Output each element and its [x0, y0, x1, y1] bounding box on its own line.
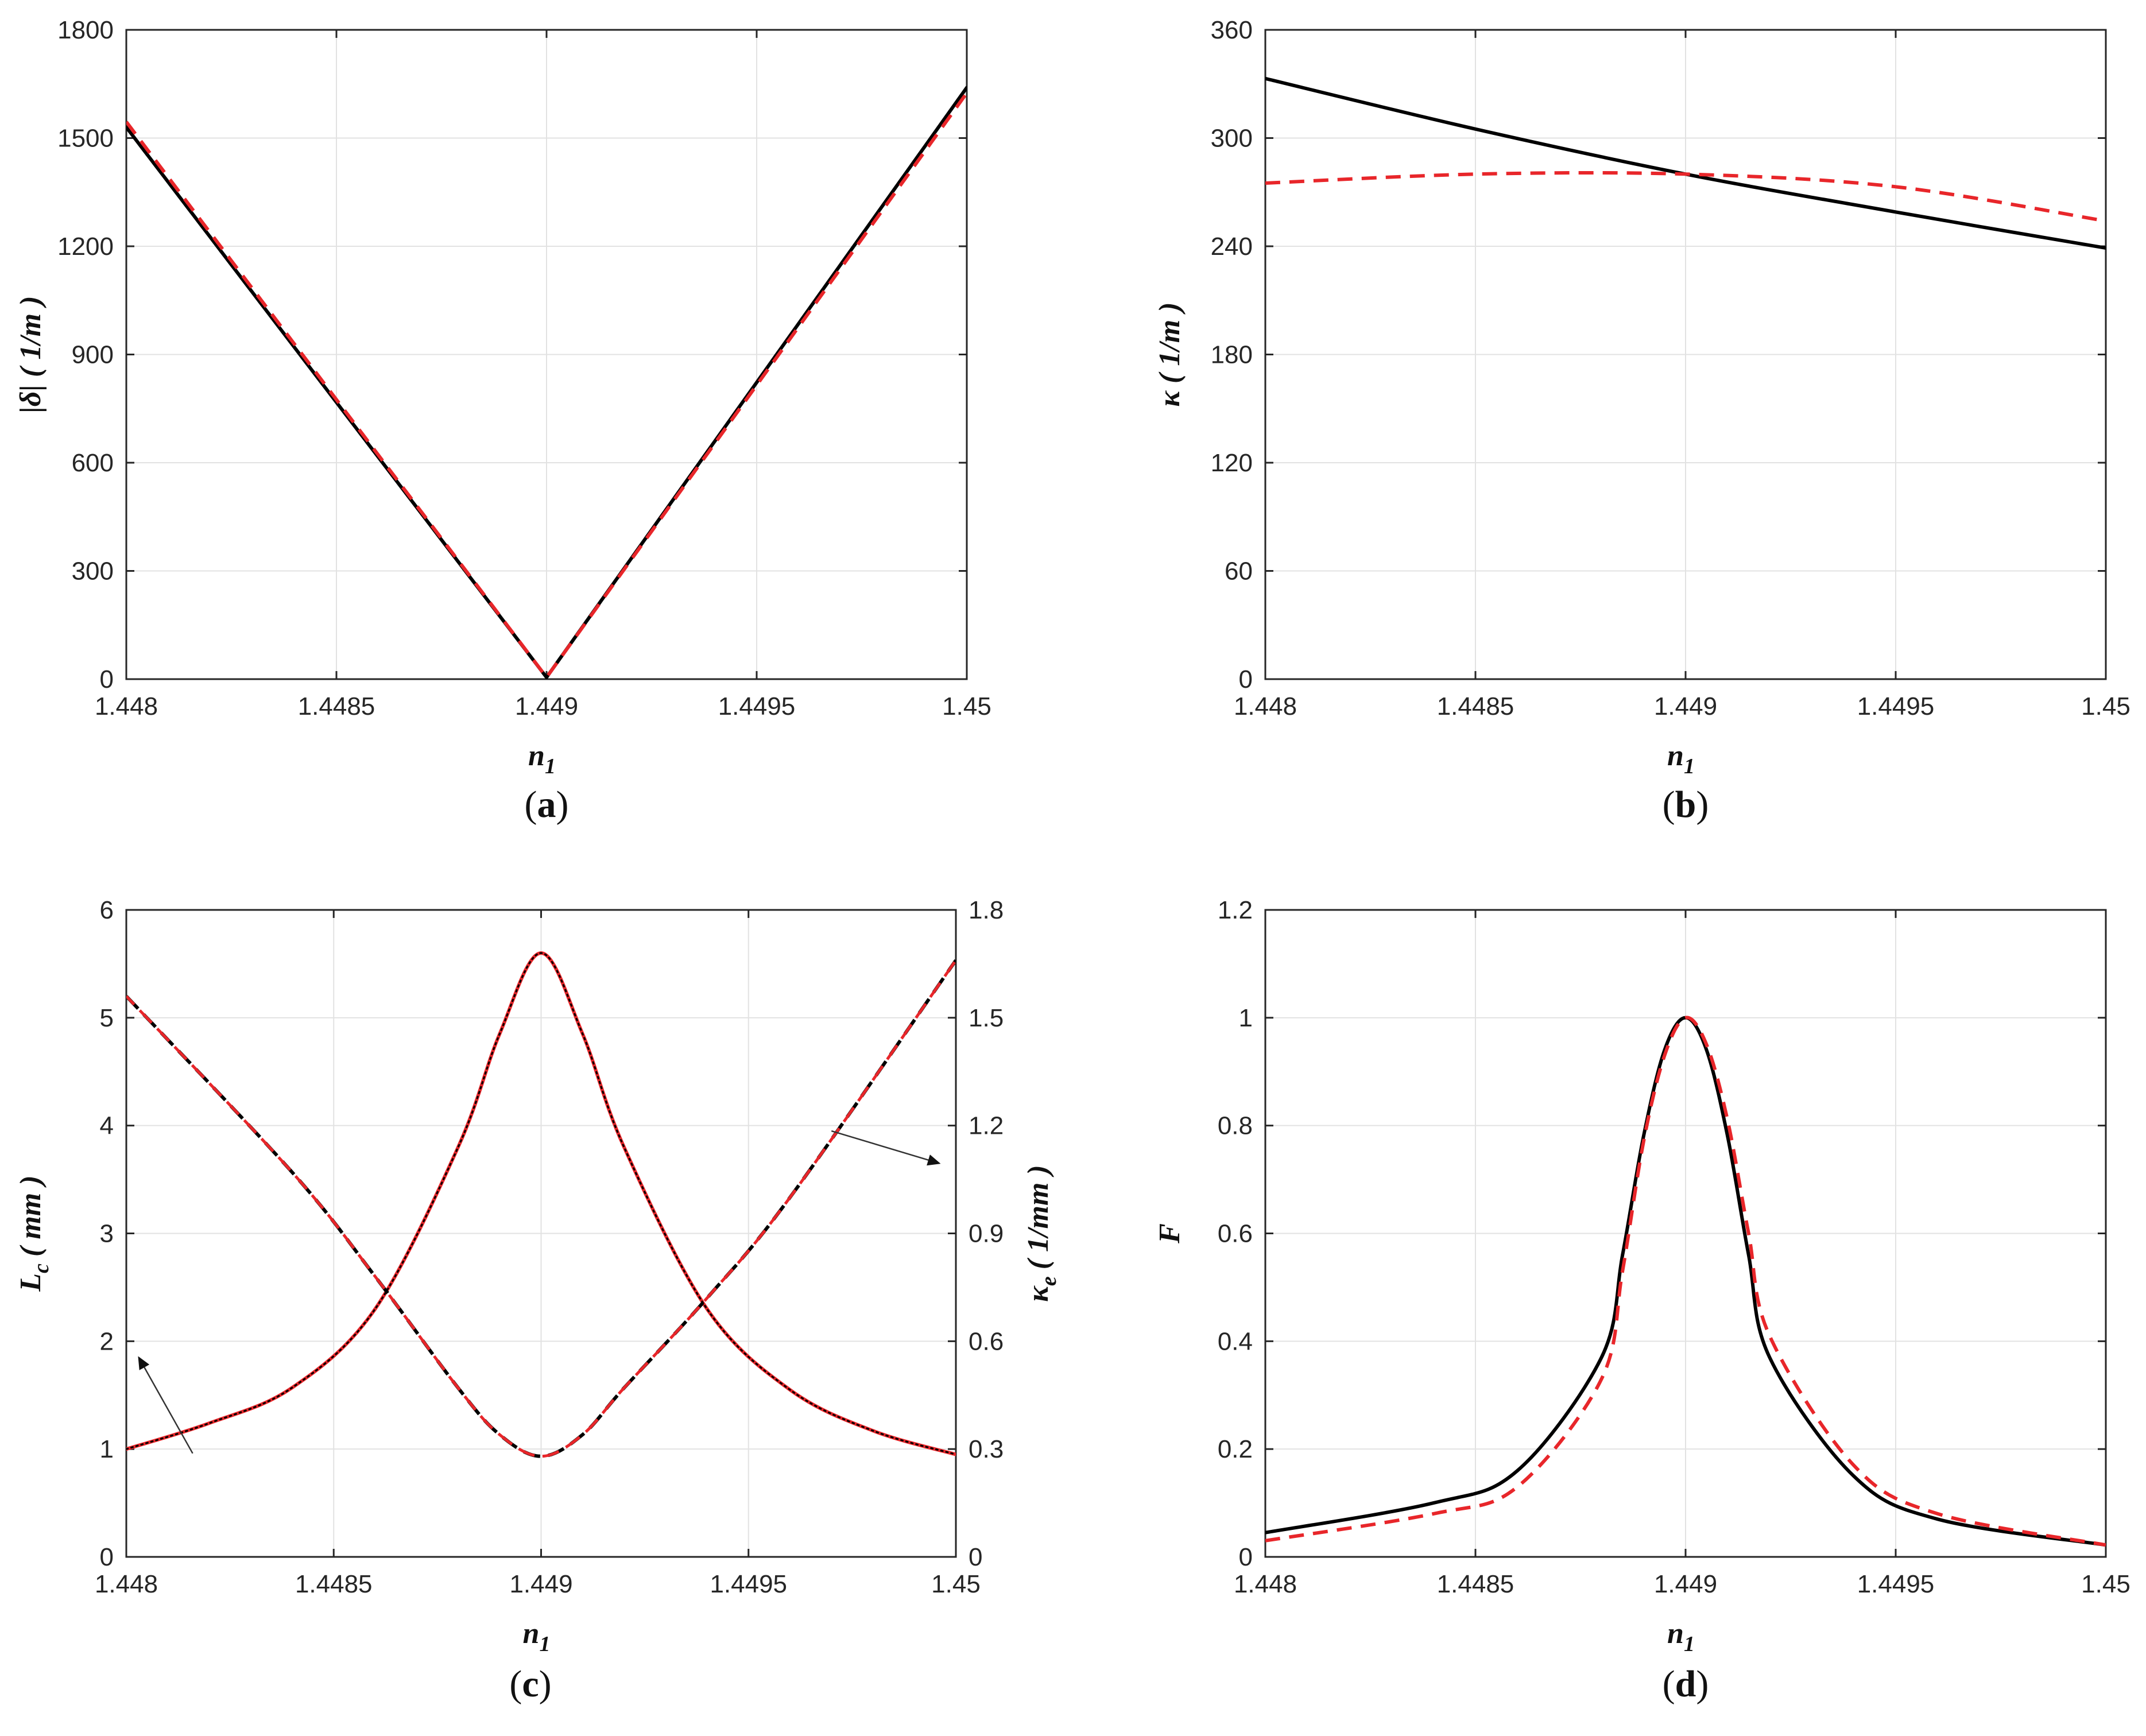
- y-axis-label-unit: ( mm ): [14, 1175, 47, 1257]
- y-axis-label: Lc( mm ): [14, 1175, 53, 1292]
- panel-caption-letter: c: [522, 1663, 539, 1705]
- x-tick-label: 1.448: [95, 1570, 158, 1598]
- panel-caption: (c): [509, 1663, 551, 1705]
- y-tick-label: 6: [100, 896, 114, 924]
- y-tick-label: 1200: [57, 232, 114, 261]
- y-tick-label: 300: [1211, 125, 1253, 153]
- y-tick-label: 1: [100, 1435, 114, 1463]
- chart-panel-c: 1.448 1.4485 1.449 1.4495 1.45012345600.30.6…: [14, 896, 1061, 1705]
- panel-caption: (d): [1663, 1663, 1709, 1705]
- x-tick-label: 1.4495: [710, 1570, 787, 1598]
- y2-tick-label: 0: [969, 1543, 982, 1571]
- x-tick-label: 1.4495: [1857, 1570, 1935, 1598]
- y-tick-label: 300: [72, 557, 114, 586]
- y-tick-label: 5: [100, 1004, 114, 1032]
- y2-tick-label: 0.9: [969, 1220, 1004, 1248]
- y2-tick-label: 1.2: [969, 1112, 1004, 1140]
- y-tick-label: 1: [1239, 1004, 1253, 1032]
- x-tick-label: 1.449: [509, 1570, 572, 1598]
- x-tick-label: 1.45: [931, 1570, 981, 1598]
- x-tick-label: 1.448: [1234, 692, 1297, 720]
- x-tick-label: 1.45: [2081, 1570, 2130, 1598]
- y-axis-label: κ ( 1/m ): [1153, 302, 1186, 406]
- chart-panel-a: 1.448 1.4485 1.449 1.4495 1.45 0 300 600 900 1200…: [14, 16, 991, 826]
- x-tick-label: 1.4485: [298, 692, 375, 720]
- x-tick-label: 1.449: [1654, 692, 1717, 720]
- x-tick-label: 1.4485: [295, 1570, 373, 1598]
- y2-axis-label-sub: e: [1037, 1276, 1061, 1286]
- y-tick-label: 60: [1225, 557, 1253, 586]
- series-line-dashed: [1265, 170, 2106, 223]
- y-tick-label: 0: [100, 1543, 114, 1571]
- y2-tick-label: 1.5: [969, 1004, 1004, 1032]
- chart-panel-b: 1.448 1.4485 1.449 1.4495 1.45 0 60 120 180 240 30…: [1153, 16, 2130, 826]
- y-tick-label: 2: [100, 1327, 114, 1355]
- series-line-Lc-overlay: [126, 952, 956, 1456]
- x-tick-label: 1.4495: [718, 692, 796, 720]
- panel-caption: (a): [525, 784, 569, 826]
- y2-tick-label: 0.3: [969, 1435, 1004, 1463]
- panel-caption-letter: a: [537, 784, 556, 826]
- x-tick-label: 1.448: [95, 692, 158, 720]
- y-tick-label: 900: [72, 341, 114, 369]
- y-tick-label: 0: [1239, 1543, 1253, 1571]
- y-axis-label: |δ| ( 1/m ): [14, 296, 47, 413]
- x-axis-label: n1: [523, 1617, 551, 1656]
- y-tick-label: 0.8: [1218, 1112, 1253, 1140]
- x-tick-label: 1.4485: [1437, 1570, 1514, 1598]
- x-axis-label-sub: 1: [545, 754, 556, 778]
- x-axis-label: n1: [528, 739, 556, 778]
- panel-caption: (b): [1663, 784, 1709, 826]
- x-tick-label: 1.4495: [1857, 692, 1935, 720]
- y-tick-label: 600: [72, 449, 114, 477]
- panel-caption-letter: d: [1675, 1663, 1696, 1705]
- y2-axis-label: κe( 1/mm ): [1022, 1165, 1061, 1301]
- y-tick-label: 360: [1211, 16, 1253, 44]
- x-axis-label: n1: [1667, 1617, 1695, 1656]
- y-tick-label: 0.4: [1218, 1327, 1253, 1355]
- y2-axis-label-unit: ( 1/mm ): [1022, 1165, 1055, 1269]
- y-axis-label-sub: c: [29, 1264, 53, 1273]
- x-axis-label-sub: 1: [1684, 1632, 1695, 1656]
- y-tick-label: 1.2: [1218, 896, 1253, 924]
- y-tick-label: 0.6: [1218, 1220, 1253, 1248]
- series-line-solid: [126, 86, 967, 679]
- panel-caption-letter: b: [1675, 784, 1696, 826]
- y-axis-label: F: [1153, 1223, 1186, 1244]
- annotation-arrow-right-axis: [831, 1130, 941, 1166]
- x-axis-label: n1: [1667, 739, 1695, 778]
- y-tick-label: 1500: [57, 125, 114, 153]
- y-tick-label: 3: [100, 1220, 114, 1248]
- y-tick-label: 120: [1211, 449, 1253, 477]
- y-tick-label: 180: [1211, 341, 1253, 369]
- y-tick-label: 4: [100, 1112, 114, 1140]
- y-tick-label: 0.2: [1218, 1435, 1253, 1463]
- x-axis-label-sub: 1: [539, 1632, 550, 1656]
- series-line-κe-overlay: [126, 959, 956, 1458]
- series-line-dashed: [1265, 1016, 2106, 1547]
- chart-panel-d: 1.448 1.4485 1.449 1.4495 1.45 0 0.2 0.4 0.6 0.8 1…: [1153, 896, 2130, 1705]
- y-tick-label: 0: [1239, 665, 1253, 693]
- y2-tick-label: 0.6: [969, 1327, 1004, 1355]
- annotation-arrow-left-axis: [138, 1356, 193, 1454]
- y-tick-label: 0: [100, 665, 114, 693]
- y-tick-label: 1800: [57, 16, 114, 44]
- x-tick-label: 1.45: [2081, 692, 2130, 720]
- x-tick-label: 1.448: [1234, 1570, 1297, 1598]
- x-tick-label: 1.45: [942, 692, 991, 720]
- x-tick-label: 1.4485: [1437, 692, 1514, 720]
- y-tick-label: 240: [1211, 232, 1253, 261]
- x-tick-label: 1.449: [1654, 1570, 1717, 1598]
- x-axis-label-sub: 1: [1684, 754, 1695, 778]
- x-tick-label: 1.449: [515, 692, 578, 720]
- y2-tick-label: 1.8: [969, 896, 1004, 924]
